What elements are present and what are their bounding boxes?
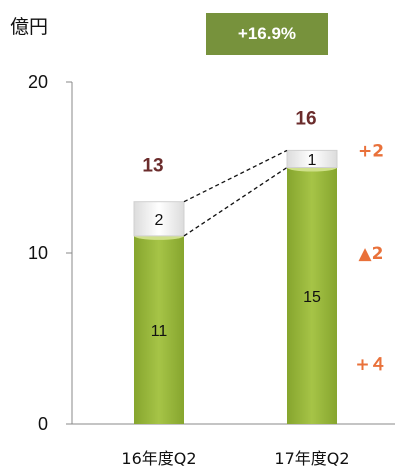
bar-segment	[133, 201, 185, 237]
x-category-label: 16年度Q2	[121, 449, 196, 468]
y-tick-label: 20	[28, 72, 48, 92]
bar-total-label: 13	[142, 156, 163, 177]
unit-label: 億円	[10, 16, 49, 38]
bar-value-label: 1	[308, 152, 317, 169]
connector-top	[183, 149, 288, 203]
delta-label: +４	[355, 355, 386, 375]
bar-segment	[287, 167, 337, 424]
bar-segment	[134, 235, 184, 424]
axes: 0 10 20 16年度Q2 17年度Q2	[28, 72, 395, 468]
x-category-label: 17年度Q2	[274, 449, 349, 468]
bars	[133, 149, 338, 424]
connector-boundary	[183, 166, 288, 237]
labels: 11 2 15 1 13 16 +2 ▲2 +４	[142, 108, 386, 375]
delta-label: +2	[358, 141, 384, 161]
delta-label: ▲2	[359, 244, 384, 264]
bar-total-label: 16	[295, 108, 316, 129]
bar-segment	[286, 149, 338, 168]
connectors	[183, 149, 288, 237]
y-tick-label: 10	[28, 243, 48, 263]
bar-value-label: 2	[155, 212, 164, 229]
y-tick-label: 0	[38, 414, 48, 434]
bar-value-label: 15	[303, 289, 321, 306]
bar-value-label: 11	[151, 323, 168, 340]
growth-badge: +16.9%	[206, 13, 328, 55]
